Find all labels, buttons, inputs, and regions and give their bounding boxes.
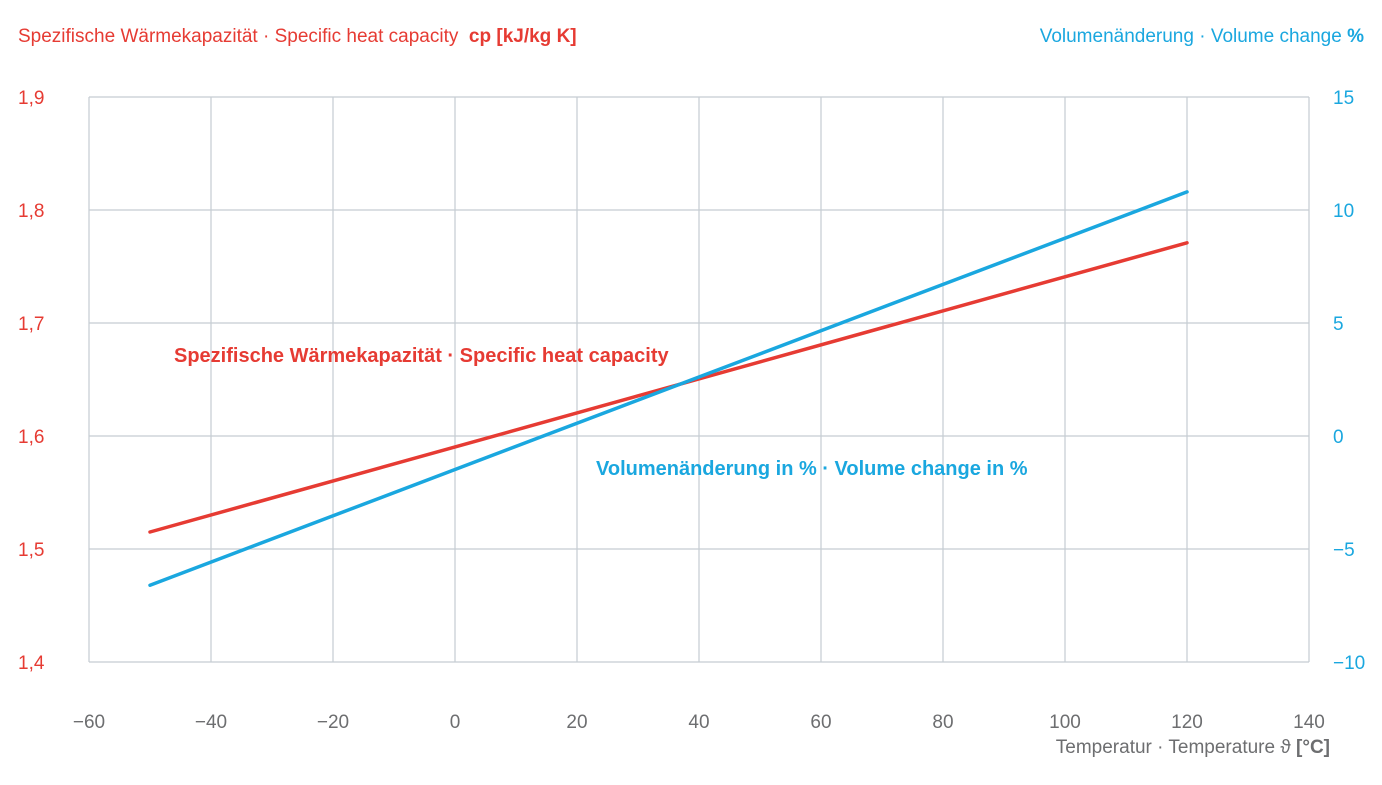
left-y-tick-label: 1,9: [18, 88, 44, 109]
volume-change-series-line: [148, 190, 1189, 587]
x-tick-label: −20: [317, 712, 349, 733]
x-tick-label: 140: [1293, 712, 1325, 733]
x-tick-label: 60: [810, 712, 831, 733]
right-y-tick-label: 10: [1333, 201, 1354, 222]
x-tick-label: 80: [932, 712, 953, 733]
x-axis-unit: [°C]: [1296, 737, 1330, 758]
left-axis-title: Spezifische Wärmekapazität · Specific he…: [18, 26, 577, 48]
right-y-tick-label: 15: [1333, 88, 1354, 109]
left-axis-unit: cp [kJ/kg K]: [468, 26, 577, 47]
left-y-tick-label: 1,5: [18, 540, 44, 561]
x-tick-label: 40: [688, 712, 709, 733]
x-tick-label: 0: [450, 712, 461, 733]
volume-change-series-label: Volumenänderung in % · Volume change in …: [596, 458, 1028, 480]
x-tick-label: 20: [566, 712, 587, 733]
right-axis-title: Volumenänderung · Volume change %: [1040, 26, 1364, 48]
left-y-tick-label: 1,7: [18, 314, 44, 335]
x-axis-title-text: Temperatur · Temperature ϑ: [1055, 737, 1291, 758]
x-tick-label: 100: [1049, 712, 1081, 733]
left-y-tick-label: 1,8: [18, 201, 44, 222]
heat-capacity-series-label: Spezifische Wärmekapazität · Specific he…: [174, 345, 670, 367]
right-axis-unit: %: [1347, 26, 1364, 47]
x-tick-label: −40: [195, 712, 227, 733]
right-y-tick-label: 0: [1333, 427, 1344, 448]
right-y-tick-label: −5: [1333, 540, 1355, 561]
x-tick-label: −60: [73, 712, 105, 733]
left-y-tick-label: 1,6: [18, 427, 44, 448]
left-y-tick-label: 1,4: [18, 653, 45, 674]
x-tick-label: 120: [1171, 712, 1203, 733]
right-y-tick-label: 5: [1333, 314, 1344, 335]
right-axis-title-text: Volumenänderung · Volume change: [1039, 26, 1342, 47]
right-y-tick-label: −10: [1333, 653, 1365, 674]
x-axis-title: Temperatur · Temperature ϑ [°C]: [1056, 737, 1330, 759]
left-axis-title-text: Spezifische Wärmekapazität · Specific he…: [18, 26, 459, 47]
